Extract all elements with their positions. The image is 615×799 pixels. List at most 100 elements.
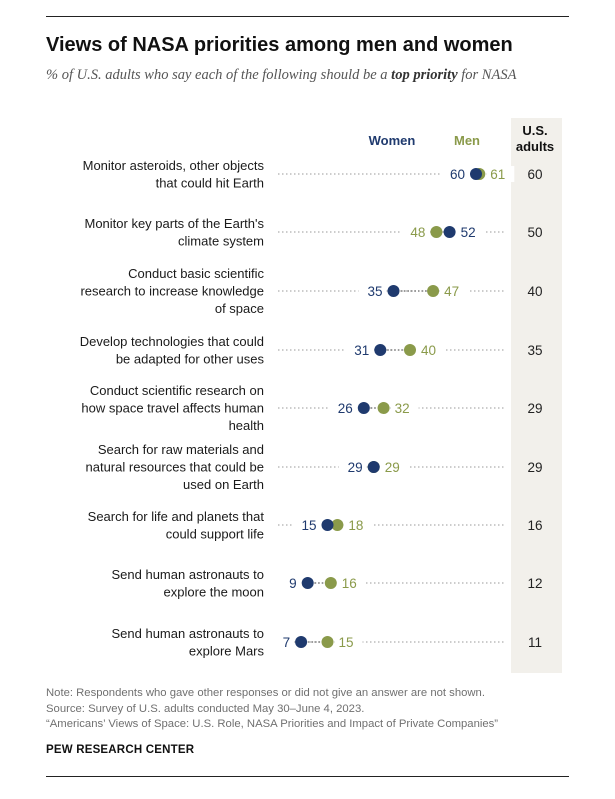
category-label: of space <box>215 301 264 316</box>
women-value: 26 <box>338 401 353 416</box>
category-label: Search for life and planets that <box>88 509 265 524</box>
men-dot <box>427 285 440 297</box>
women-value: 7 <box>283 635 291 650</box>
total-value: 40 <box>527 284 542 299</box>
women-dot <box>374 344 387 356</box>
women-value: 60 <box>450 167 465 182</box>
men-dot <box>324 577 337 589</box>
total-value: 12 <box>527 576 542 591</box>
total-column-background <box>511 118 562 673</box>
legend-men: Men <box>454 133 480 148</box>
total-value: 50 <box>527 225 542 240</box>
men-dot <box>321 636 334 648</box>
category-label: Search for raw materials and <box>98 442 264 457</box>
category-label: Send human astronauts to <box>112 626 265 641</box>
category-label: Develop technologies that could <box>80 334 264 349</box>
men-dot <box>430 226 443 238</box>
label-gap <box>441 166 469 182</box>
men-value: 32 <box>395 401 410 416</box>
label-gap <box>486 166 515 182</box>
category-label: health <box>229 418 264 433</box>
women-dot <box>387 285 400 297</box>
label-gap <box>456 224 485 240</box>
brand-name: PEW RESEARCH CENTER <box>46 744 195 756</box>
subtitle-emphasis: top priority <box>391 67 458 83</box>
men-value: 16 <box>342 576 357 591</box>
chart-subtitle: % of U.S. adults who say each of the fol… <box>46 66 566 84</box>
men-value: 61 <box>490 167 505 182</box>
men-value: 15 <box>339 635 354 650</box>
men-dot <box>377 402 390 414</box>
total-value: 29 <box>527 460 542 475</box>
total-column-header: adults <box>516 139 554 154</box>
women-dot <box>321 519 334 531</box>
chart-title: Views of NASA priorities among men and w… <box>46 34 513 56</box>
men-value: 40 <box>421 343 436 358</box>
men-value: 29 <box>385 460 400 475</box>
total-column-header: U.S. <box>522 123 547 138</box>
women-dot <box>443 226 456 238</box>
category-label: used on Earth <box>183 477 264 492</box>
category-label: Monitor asteroids, other objects <box>83 158 265 173</box>
legend-women: Women <box>369 133 416 148</box>
men-value: 18 <box>348 518 363 533</box>
category-label: Monitor key parts of the Earth's <box>84 216 264 231</box>
bottom-rule <box>46 776 569 777</box>
label-gap <box>358 283 387 299</box>
women-dot <box>367 461 380 473</box>
label-gap <box>417 342 445 358</box>
category-label: that could hit Earth <box>156 175 264 190</box>
label-gap <box>334 634 363 650</box>
label-gap <box>272 575 301 591</box>
category-label: natural resources that could be <box>86 460 265 475</box>
women-value: 35 <box>367 284 382 299</box>
label-gap <box>266 634 295 650</box>
subtitle-text-end: for NASA <box>457 67 517 83</box>
total-value: 16 <box>527 518 542 533</box>
total-value: 60 <box>527 167 542 182</box>
label-gap <box>380 459 409 475</box>
label-gap <box>292 517 321 533</box>
label-gap <box>401 224 430 240</box>
category-label: Conduct scientific research on <box>90 383 264 398</box>
label-gap <box>328 400 357 416</box>
category-label: Send human astronauts to <box>112 567 265 582</box>
category-label: how space travel affects human <box>81 401 264 416</box>
label-gap <box>344 517 373 533</box>
women-value: 31 <box>354 343 369 358</box>
women-value: 9 <box>289 576 297 591</box>
label-gap <box>440 283 469 299</box>
men-value: 48 <box>410 225 425 240</box>
total-value: 11 <box>528 635 542 650</box>
category-label: research to increase knowledge <box>80 284 264 299</box>
category-label: be adapted for other uses <box>116 351 265 366</box>
subtitle-text: % of U.S. adults who say each of the fol… <box>46 67 392 83</box>
women-dot <box>295 636 308 648</box>
report-title-line: “Americans’ Views of Space: U.S. Role, N… <box>46 718 499 730</box>
women-dot <box>301 577 314 589</box>
women-value: 52 <box>461 225 476 240</box>
label-gap <box>345 342 374 358</box>
women-dot <box>470 168 482 180</box>
category-label: could support life <box>166 526 264 541</box>
notes: Note: Respondents who gave other respons… <box>46 686 586 733</box>
category-label: explore Mars <box>189 643 265 658</box>
men-value: 47 <box>444 284 459 299</box>
label-gap <box>390 400 419 416</box>
men-dot <box>404 344 416 356</box>
label-gap <box>337 575 366 591</box>
dot-plot: Women Men U.S.adults Monitor asteroids, oth… <box>80 118 562 673</box>
women-value: 15 <box>301 518 316 533</box>
women-dot <box>357 402 370 414</box>
category-label: climate system <box>178 233 264 248</box>
note-line: Note: Respondents who gave other respons… <box>46 687 485 699</box>
label-gap <box>338 459 367 475</box>
men-dot <box>331 519 344 531</box>
total-value: 29 <box>527 401 542 416</box>
women-value: 29 <box>348 460 363 475</box>
total-value: 35 <box>527 343 542 358</box>
category-label: Conduct basic scientific <box>128 266 264 281</box>
source-line: Source: Survey of U.S. adults conducted … <box>46 702 365 715</box>
category-label: explore the moon <box>164 584 264 599</box>
top-rule <box>46 16 569 17</box>
